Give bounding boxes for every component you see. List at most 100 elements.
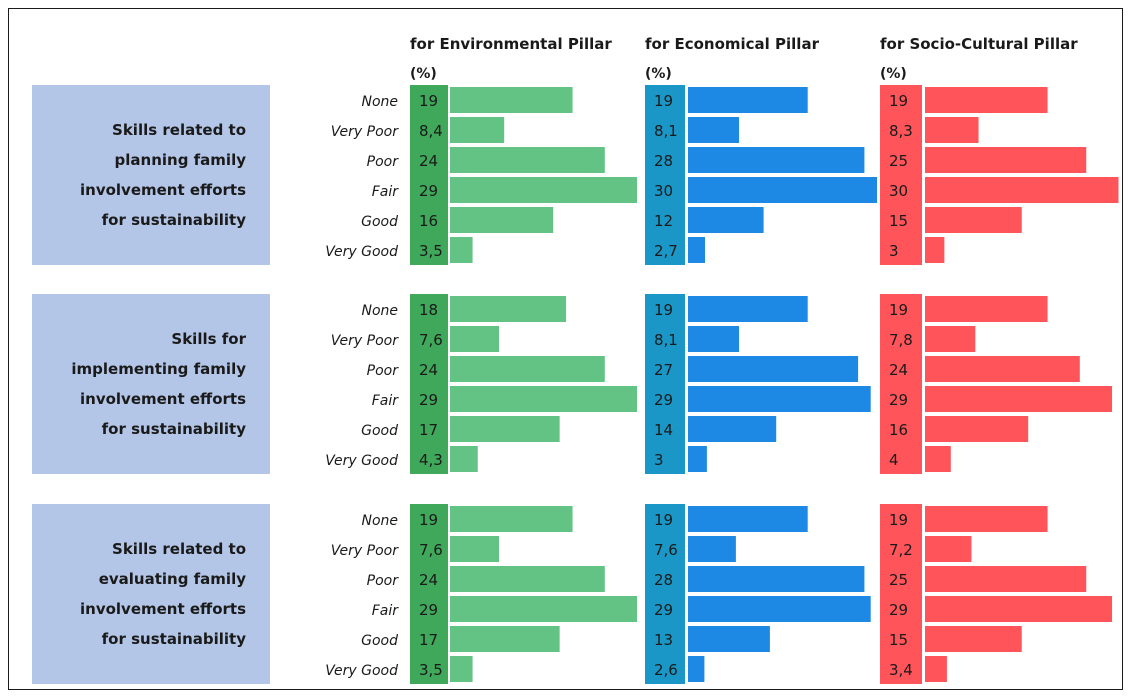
group-label-line: for sustainability (102, 420, 247, 438)
bar (925, 147, 1087, 173)
bar (450, 207, 554, 233)
data-label: 25 (889, 571, 908, 589)
group-label-box-1 (32, 294, 270, 474)
data-label: 24 (889, 361, 908, 379)
category-label: Fair (372, 603, 400, 619)
bar (925, 566, 1087, 592)
bar (925, 626, 1022, 652)
data-label: 4 (889, 451, 899, 469)
bar (688, 446, 707, 472)
bar (688, 87, 808, 113)
data-label: 19 (654, 511, 673, 529)
data-label: 17 (419, 631, 438, 649)
data-label: 3 (889, 242, 899, 260)
data-label: 8,4 (419, 122, 443, 140)
bar (925, 416, 1029, 442)
category-label: Good (361, 633, 398, 649)
category-label: Very Good (325, 453, 398, 469)
value-strip-0 (410, 85, 448, 265)
bar (925, 296, 1048, 322)
bar (925, 356, 1080, 382)
data-label: 24 (419, 152, 438, 170)
group-label-line: involvement efforts (80, 600, 246, 618)
data-label: 19 (889, 92, 908, 110)
bar (925, 177, 1119, 203)
bar (925, 506, 1048, 532)
category-label: Very Poor (331, 124, 399, 140)
bar (688, 566, 865, 592)
chart-frame: for Environmental Pillar (%) for Economica… (8, 8, 1123, 690)
bar (925, 386, 1113, 412)
data-label: 29 (419, 391, 438, 409)
data-label: 28 (654, 571, 673, 589)
group-label-line: for sustainability (102, 630, 247, 648)
bar (450, 416, 560, 442)
unit-label-2: (%) (880, 66, 907, 82)
data-label: 30 (889, 182, 908, 200)
group-label-line: for sustainability (102, 211, 247, 229)
category-label: None (361, 303, 398, 319)
bar (688, 326, 740, 352)
data-label: 19 (889, 301, 908, 319)
bar (688, 356, 859, 382)
data-label: 19 (654, 301, 673, 319)
bar (925, 207, 1022, 233)
bar (925, 656, 947, 682)
data-label: 29 (654, 391, 673, 409)
bar (925, 596, 1113, 622)
group-label-line: evaluating family (99, 570, 247, 588)
data-label: 24 (419, 361, 438, 379)
bar (450, 326, 500, 352)
bar (925, 117, 979, 143)
data-label: 7,8 (889, 331, 913, 349)
bar (450, 177, 638, 203)
data-label: 25 (889, 152, 908, 170)
data-label: 28 (654, 152, 673, 170)
category-label: Fair (372, 393, 400, 409)
data-label: 7,6 (419, 331, 443, 349)
unit-label-0: (%) (410, 66, 437, 82)
data-label: 29 (889, 391, 908, 409)
bar (450, 296, 567, 322)
value-strip-2 (880, 85, 922, 265)
bar (450, 596, 638, 622)
data-label: 3,5 (419, 242, 443, 260)
data-label: 16 (889, 421, 908, 439)
data-label: 17 (419, 421, 438, 439)
bar (925, 87, 1048, 113)
bar (450, 386, 638, 412)
bar (688, 147, 865, 173)
pillar-title-1: for Economical Pillar (645, 35, 820, 53)
data-label: 30 (654, 182, 673, 200)
bar (688, 656, 705, 682)
value-strip-2 (880, 504, 922, 684)
value-strip-1 (645, 504, 685, 684)
value-strip-2 (880, 294, 922, 474)
bar (688, 536, 736, 562)
category-label: Poor (367, 363, 400, 379)
group-label-line: Skills related to (112, 540, 246, 558)
bar (688, 386, 871, 412)
data-label: 12 (654, 212, 673, 230)
data-label: 19 (419, 511, 438, 529)
data-label: 18 (419, 301, 438, 319)
skills-bar-chart: for Environmental Pillar (%) for Economica… (32, 35, 1119, 684)
bar (450, 536, 500, 562)
bar (450, 117, 505, 143)
bar (450, 656, 473, 682)
category-label: Very Poor (331, 543, 399, 559)
data-label: 29 (419, 601, 438, 619)
data-label: 29 (889, 601, 908, 619)
bar (450, 237, 473, 263)
category-label: Poor (367, 154, 400, 170)
bar (688, 626, 770, 652)
data-label: 4,3 (419, 451, 443, 469)
unit-label-1: (%) (645, 66, 672, 82)
value-strip-1 (645, 294, 685, 474)
group-label-line: implementing family (71, 360, 246, 378)
bar (925, 446, 951, 472)
group-label-line: involvement efforts (80, 181, 246, 199)
data-label: 15 (889, 212, 908, 230)
bar (450, 626, 560, 652)
category-label: Poor (367, 573, 400, 589)
